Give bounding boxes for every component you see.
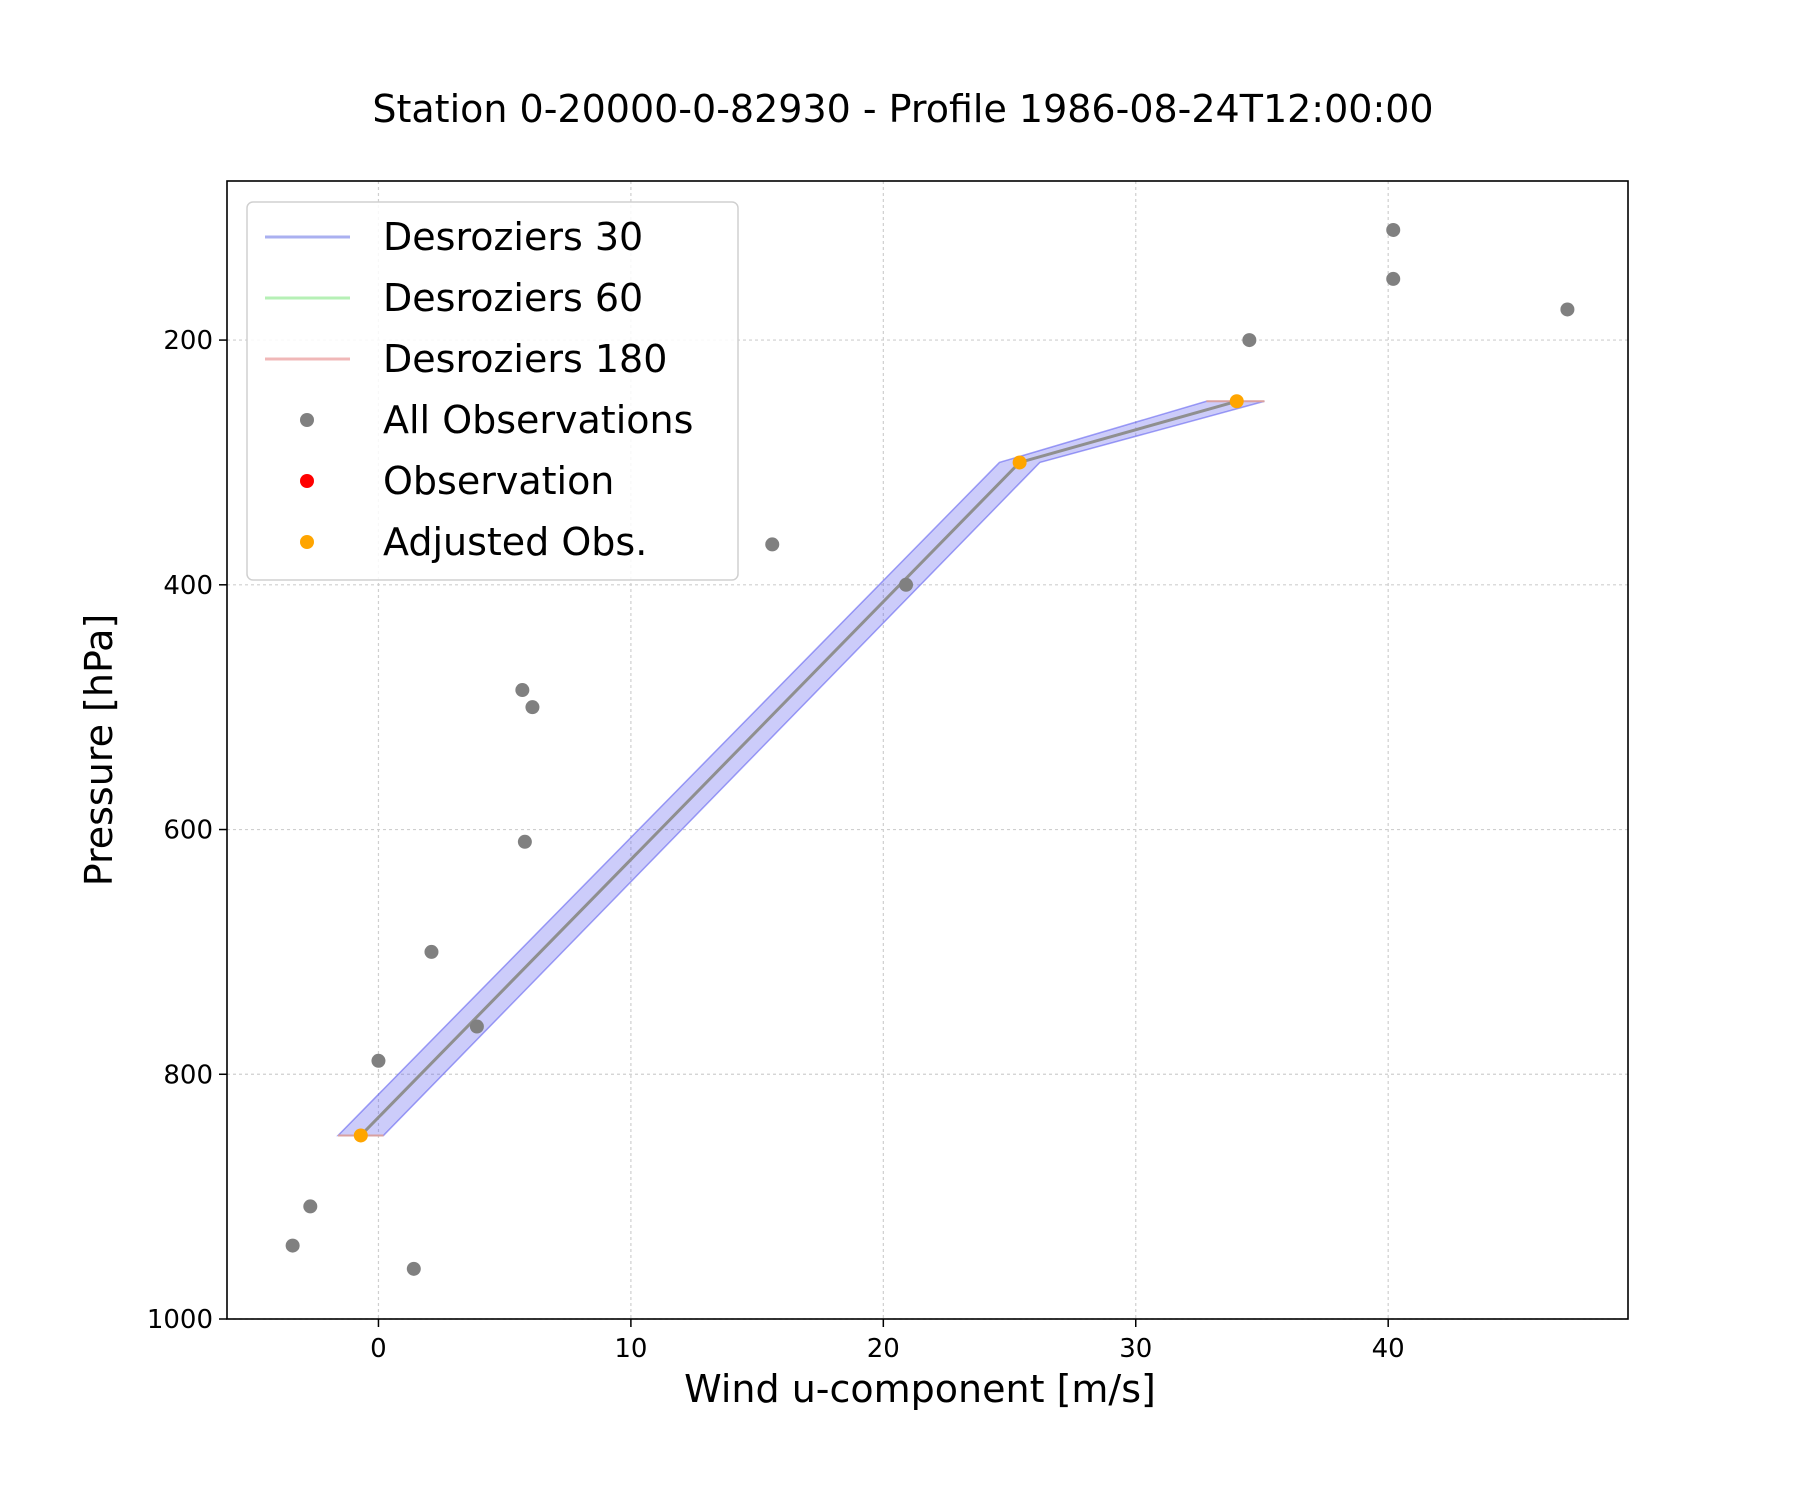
points-layer bbox=[285, 222, 1575, 1276]
all-observations-point bbox=[406, 1261, 421, 1276]
legend-label-desroziers-60: Desroziers 60 bbox=[383, 276, 643, 320]
all-observations-point bbox=[525, 700, 540, 715]
legend-swatch-adjusted-obs bbox=[300, 535, 314, 549]
y-axis-ticks: 200 400 600 800 1000 bbox=[147, 326, 227, 1335]
all-observations-point bbox=[899, 577, 914, 592]
x-axis-ticks: 0 10 20 30 40 bbox=[370, 1319, 1405, 1364]
all-observations-point bbox=[517, 834, 532, 849]
all-observations-point bbox=[424, 944, 439, 959]
y-tick-label: 200 bbox=[163, 326, 213, 356]
all-observations-point bbox=[1386, 271, 1401, 286]
y-tick-label: 800 bbox=[163, 1060, 213, 1090]
legend-label-all-observations: All Observations bbox=[383, 398, 693, 442]
y-tick-label: 1000 bbox=[147, 1305, 213, 1335]
legend-swatch-all-observations bbox=[300, 413, 314, 427]
all-observations-point bbox=[515, 683, 530, 698]
all-observations-point bbox=[1242, 333, 1257, 348]
legend-label-observation: Observation bbox=[383, 459, 614, 503]
x-axis-label: Wind u-component [m/s] bbox=[684, 1367, 1156, 1411]
x-tick-label: 20 bbox=[867, 1334, 900, 1364]
adjusted-obs-point bbox=[353, 1128, 368, 1143]
all-observations-point bbox=[765, 537, 780, 552]
adjusted-obs-point bbox=[1229, 394, 1244, 409]
y-tick-label: 400 bbox=[163, 571, 213, 601]
legend-label-adjusted-obs: Adjusted Obs. bbox=[383, 520, 647, 564]
x-tick-label: 30 bbox=[1119, 1334, 1152, 1364]
all-observations-point bbox=[469, 1019, 484, 1034]
y-axis-label: Pressure [hPa] bbox=[77, 614, 121, 887]
x-tick-label: 10 bbox=[614, 1334, 647, 1364]
legend: Desroziers 30 Desroziers 60 Desroziers 180… bbox=[246, 201, 739, 581]
legend-box bbox=[246, 201, 739, 581]
y-tick-label: 600 bbox=[163, 816, 213, 846]
x-tick-label: 40 bbox=[1372, 1334, 1405, 1364]
all-observations-point bbox=[1560, 302, 1575, 317]
chart-title: Station 0-20000-0-82930 - Profile 1986-0… bbox=[372, 87, 1433, 131]
adjusted-obs-point bbox=[1012, 455, 1027, 470]
all-observations-point bbox=[1386, 222, 1401, 237]
x-tick-label: 0 bbox=[370, 1334, 387, 1364]
all-observations-point bbox=[303, 1199, 318, 1214]
legend-label-desroziers-30: Desroziers 30 bbox=[383, 215, 643, 259]
plot-frame bbox=[226, 180, 1629, 1320]
all-observations-point bbox=[371, 1053, 386, 1068]
all-observations-point bbox=[285, 1238, 300, 1253]
legend-swatch-observation bbox=[300, 474, 314, 488]
grid-lines bbox=[227, 181, 1628, 1320]
legend-label-desroziers-180: Desroziers 180 bbox=[383, 337, 667, 381]
